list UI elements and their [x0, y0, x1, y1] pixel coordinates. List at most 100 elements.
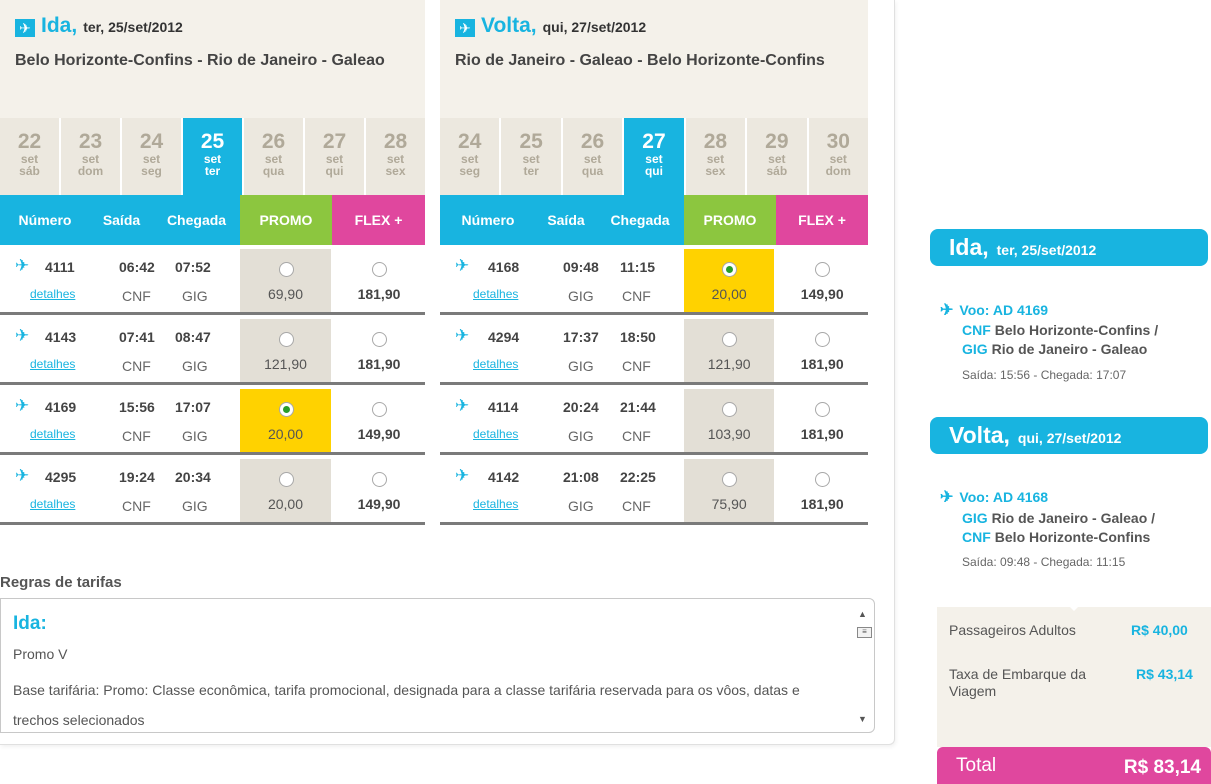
details-link[interactable]: detalhes [30, 287, 76, 301]
details-link[interactable]: detalhes [473, 497, 519, 511]
passengers-label: Passageiros Adultos [949, 622, 1076, 638]
scroll-down-icon[interactable]: ▼ [858, 714, 867, 724]
summary-outbound-from: CNF Belo Horizonte-Confins / [962, 322, 1159, 338]
departure-time: 09:48 [563, 259, 599, 275]
date-tab[interactable]: 24 set seg [122, 118, 183, 195]
flight-row: ✈ 4168 detalhes 09:48 GIG 11:15 CNF 20,00 149,90 [440, 245, 868, 315]
date-tab[interactable]: 22 set sáb [0, 118, 61, 195]
date-tab[interactable]: 30 set dom [808, 118, 868, 195]
date-tab[interactable]: 28 set sex [366, 118, 425, 195]
outbound-flight-list: ✈ 4111 detalhes 06:42 CNF 07:52 GIG 69,90 181,90… [0, 245, 425, 525]
departure-airport: GIG [568, 498, 594, 514]
fare-rules-box[interactable]: Ida: Promo V Base tarifária: Promo: Clas… [0, 598, 875, 733]
plane-icon: ✈ [15, 396, 30, 415]
flex-fare-cell[interactable]: 181,90 [776, 459, 868, 522]
flight-row: ✈ 4111 detalhes 06:42 CNF 07:52 GIG 69,90 181,90 [0, 245, 425, 315]
date-tab-selected[interactable]: 27 set qui [624, 118, 686, 195]
promo-fare-cell[interactable]: 69,90 [240, 249, 331, 312]
promo-fare-cell[interactable]: 121,90 [683, 319, 775, 382]
promo-fare-radio[interactable] [278, 262, 294, 277]
date-tab[interactable]: 28 set sex [685, 118, 748, 195]
date-tab[interactable]: 26 set qua [562, 118, 625, 195]
summary-return-header: Volta, qui, 27/set/2012 [930, 417, 1208, 454]
departure-airport: GIG [568, 288, 594, 304]
flight-info: ✈ 4143 detalhes 07:41 CNF 08:47 GIG [0, 319, 238, 382]
promo-fare-radio[interactable] [722, 402, 738, 417]
flex-fare-radio[interactable] [815, 332, 831, 347]
plane-icon: ✈ [15, 19, 35, 37]
outbound-date: ter, 25/set/2012 [83, 19, 183, 35]
arrival-time: 20:34 [175, 469, 211, 485]
promo-fare-cell[interactable]: 75,90 [683, 459, 775, 522]
promo-fare-cell[interactable]: 103,90 [683, 389, 775, 452]
scrollbar[interactable]: ▲ ≡ ▼ [854, 603, 874, 728]
flight-info: ✈ 4168 detalhes 09:48 GIG 11:15 CNF [440, 249, 682, 312]
details-link[interactable]: detalhes [473, 357, 519, 371]
promo-fare-radio[interactable] [722, 472, 738, 487]
summary-return-flight: ✈ Voo: AD 4168 [940, 489, 1049, 506]
flex-fare-radio[interactable] [372, 332, 387, 347]
promo-fare-cell[interactable]: 20,00 [240, 389, 331, 452]
flex-fare-cell[interactable]: 181,90 [333, 319, 425, 382]
date-tab[interactable]: 25 set ter [501, 118, 563, 195]
scroll-thumb[interactable]: ≡ [857, 627, 872, 638]
flex-fare-cell[interactable]: 181,90 [333, 249, 425, 312]
arrival-airport: GIG [182, 428, 208, 444]
return-flight-list: ✈ 4168 detalhes 09:48 GIG 11:15 CNF 20,00 149,90… [440, 245, 868, 525]
date-tab-selected[interactable]: 25 set ter [183, 118, 244, 195]
flight-row: ✈ 4142 detalhes 21:08 GIG 22:25 CNF 75,90 181,90 [440, 455, 868, 525]
scroll-up-icon[interactable]: ▲ [858, 609, 867, 619]
plane-icon: ✈ [455, 19, 475, 37]
flight-info: ✈ 4111 detalhes 06:42 CNF 07:52 GIG [0, 249, 238, 312]
departure-airport: GIG [568, 428, 594, 444]
promo-fare-radio[interactable] [722, 332, 738, 347]
flex-price: 149,90 [800, 286, 844, 302]
date-tab[interactable]: 24 set seg [440, 118, 502, 195]
flex-fare-cell[interactable]: 149,90 [333, 389, 425, 452]
departure-airport: CNF [122, 428, 151, 444]
flex-fare-radio[interactable] [372, 262, 387, 277]
flight-info: ✈ 4142 detalhes 21:08 GIG 22:25 CNF [440, 459, 682, 522]
flex-fare-radio[interactable] [815, 472, 831, 487]
details-link[interactable]: detalhes [30, 497, 76, 511]
departure-airport: GIG [568, 358, 594, 374]
flex-fare-radio[interactable] [815, 402, 831, 417]
promo-fare-cell[interactable]: 121,90 [240, 319, 331, 382]
col-arrival: Chegada [596, 195, 684, 245]
flex-fare-cell[interactable]: 149,90 [333, 459, 425, 522]
col-number: Número [440, 195, 536, 245]
date-tab[interactable]: 27 set qui [305, 118, 366, 195]
promo-fare-radio[interactable] [722, 262, 738, 277]
promo-fare-radio[interactable] [278, 402, 294, 417]
flight-info: ✈ 4169 detalhes 15:56 CNF 17:07 GIG [0, 389, 238, 452]
flight-row: ✈ 4295 detalhes 19:24 CNF 20:34 GIG 20,00 149,90 [0, 455, 425, 525]
promo-fare-cell[interactable]: 20,00 [240, 459, 331, 522]
col-number: Número [0, 195, 90, 245]
promo-fare-radio[interactable] [278, 332, 294, 347]
date-tab[interactable]: 29 set sáb [747, 118, 809, 195]
total-bar: Total R$ 83,14 [937, 747, 1211, 784]
flex-fare-cell[interactable]: 181,90 [776, 389, 868, 452]
promo-fare-radio[interactable] [278, 472, 294, 487]
details-link[interactable]: detalhes [30, 357, 76, 371]
fare-name: Promo V [13, 646, 68, 662]
flex-fare-cell[interactable]: 149,90 [776, 249, 868, 312]
summary-outbound-header: Ida, ter, 25/set/2012 [930, 229, 1208, 266]
plane-icon: ✈ [455, 326, 470, 345]
details-link[interactable]: detalhes [473, 427, 519, 441]
promo-fare-cell[interactable]: 20,00 [683, 249, 775, 312]
flex-fare-radio[interactable] [372, 402, 387, 417]
flight-number: 4295 [45, 469, 77, 485]
date-tab[interactable]: 23 set dom [61, 118, 122, 195]
departure-time: 21:08 [563, 469, 599, 485]
date-tab[interactable]: 26 set qua [244, 118, 305, 195]
flex-fare-radio[interactable] [815, 262, 831, 277]
return-column: ✈ Volta, qui, 27/set/2012 Rio de Janeiro… [440, 0, 868, 525]
details-link[interactable]: detalhes [473, 287, 519, 301]
tax-value: R$ 43,14 [1136, 666, 1193, 682]
flight-row: ✈ 4169 detalhes 15:56 CNF 17:07 GIG 20,00 149,90 [0, 385, 425, 455]
col-flex: FLEX + [332, 195, 425, 245]
details-link[interactable]: detalhes [30, 427, 76, 441]
flex-fare-cell[interactable]: 181,90 [776, 319, 868, 382]
flex-fare-radio[interactable] [372, 472, 387, 487]
